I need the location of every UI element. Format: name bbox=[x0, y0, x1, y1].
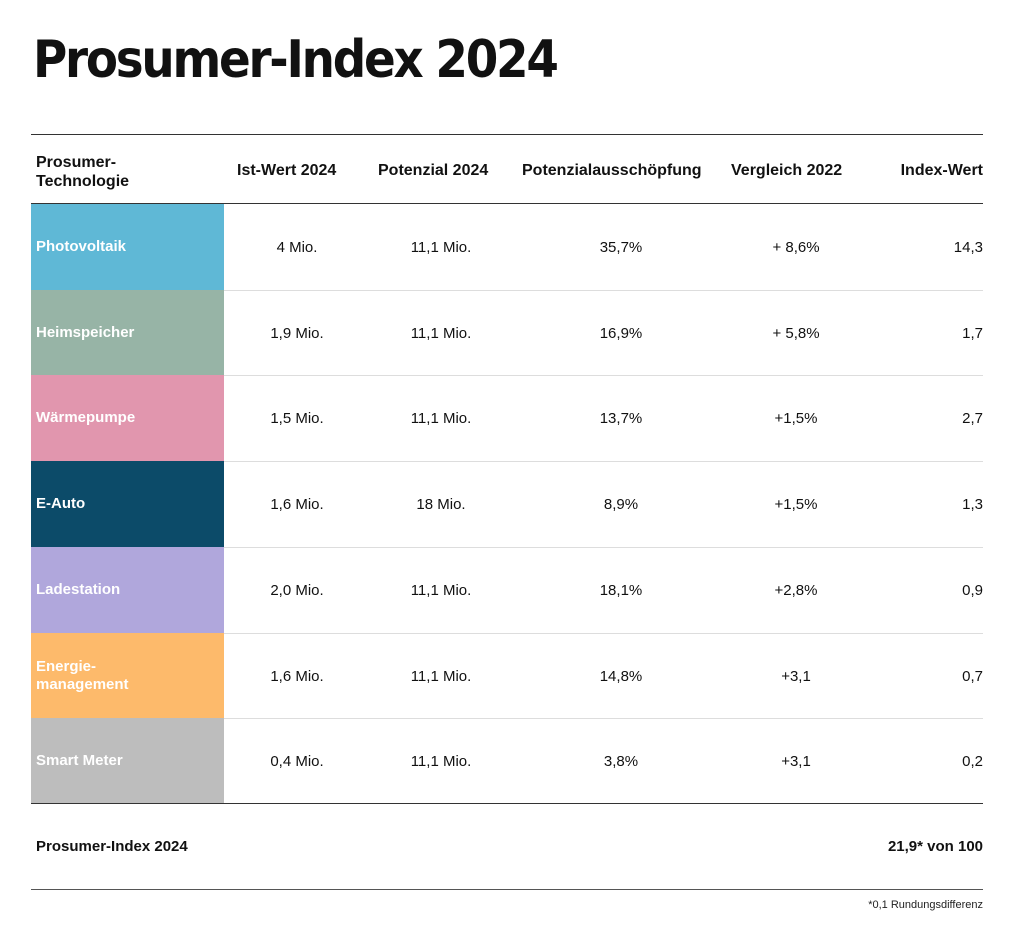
technology-cell: Wärmepumpe bbox=[31, 375, 224, 461]
header-vergleich: Vergleich 2022 bbox=[731, 162, 843, 179]
header-technology: Prosumer- Technologie bbox=[36, 154, 130, 190]
footer-rule bbox=[31, 889, 983, 890]
table-bottom-rule bbox=[31, 803, 983, 804]
index-wert-cell: 1,7 bbox=[962, 324, 983, 342]
row-divider bbox=[31, 718, 983, 719]
vergleich-cell: +1,5% bbox=[774, 409, 818, 427]
technology-label: Heimspeicher bbox=[36, 324, 135, 341]
potenzial-cell: 11,1 Mio. bbox=[410, 581, 472, 599]
potenzial-cell: 11,1 Mio. bbox=[410, 238, 472, 256]
technology-label: Photovoltaik bbox=[36, 238, 127, 255]
vergleich-cell: +3,1 bbox=[781, 667, 811, 685]
header-potenzial: Potenzial 2024 bbox=[378, 162, 489, 179]
potenzialausschoepfung-cell: 14,8% bbox=[599, 667, 643, 685]
vergleich-cell: +3,1 bbox=[781, 752, 811, 770]
table-row: Smart Meter 0,4 Mio. 11,1 Mio. 3,8% +3,1 0,2 bbox=[31, 718, 983, 804]
index-wert-cell: 2,7 bbox=[962, 409, 983, 427]
technology-label: Energie- management bbox=[36, 658, 129, 693]
summary-value: 21,9* von 100 bbox=[887, 838, 983, 855]
header-potenzialausschoepfung: Potenzialausschöpfung bbox=[522, 162, 702, 179]
technology-cell: Smart Meter bbox=[31, 718, 224, 804]
table-row: Ladestation 2,0 Mio. 11,1 Mio. 18,1% +2,8% 0,… bbox=[31, 547, 983, 633]
potenzialausschoepfung-cell: 18,1% bbox=[599, 581, 643, 599]
potenzial-cell: 11,1 Mio. bbox=[410, 409, 472, 427]
table-row: E-Auto 1,6 Mio. 18 Mio. 8,9% +1,5% 1,3 bbox=[31, 461, 983, 547]
index-wert-cell: 0,7 bbox=[962, 667, 983, 685]
ist-wert-cell: 2,0 Mio. bbox=[270, 581, 324, 599]
technology-cell: Photovoltaik bbox=[31, 204, 224, 290]
page-title: Prosumer-Index 2024 bbox=[33, 30, 559, 90]
potenzial-cell: 18 Mio. bbox=[416, 495, 466, 513]
potenzialausschoepfung-cell: 16,9% bbox=[599, 324, 643, 342]
header-index-wert: Index-Wert bbox=[900, 162, 983, 179]
table-top-rule bbox=[31, 134, 983, 135]
potenzial-cell: 11,1 Mio. bbox=[410, 324, 472, 342]
technology-label: E-Auto bbox=[36, 495, 86, 512]
vergleich-cell: +2,8% bbox=[774, 581, 818, 599]
index-wert-cell: 14,3 bbox=[953, 238, 983, 256]
potenzial-cell: 11,1 Mio. bbox=[410, 752, 472, 770]
technology-cell: Ladestation bbox=[31, 547, 224, 633]
potenzialausschoepfung-cell: 8,9% bbox=[603, 495, 639, 513]
ist-wert-cell: 1,5 Mio. bbox=[270, 409, 324, 427]
row-divider bbox=[31, 375, 983, 376]
ist-wert-cell: 0,4 Mio. bbox=[270, 752, 324, 770]
vergleich-cell: + 8,6% bbox=[772, 238, 820, 256]
potenzialausschoepfung-cell: 35,7% bbox=[599, 238, 643, 256]
technology-cell: E-Auto bbox=[31, 461, 224, 547]
index-wert-cell: 0,2 bbox=[962, 752, 983, 770]
table-row: Wärmepumpe 1,5 Mio. 11,1 Mio. 13,7% +1,5% 2,7 bbox=[31, 375, 983, 461]
footnote: *0,1 Rundungsdifferenz bbox=[868, 899, 983, 911]
ist-wert-cell: 1,6 Mio. bbox=[270, 667, 324, 685]
ist-wert-cell: 4 Mio. bbox=[276, 238, 318, 256]
ist-wert-cell: 1,6 Mio. bbox=[270, 495, 324, 513]
index-wert-cell: 1,3 bbox=[962, 495, 983, 513]
header-bottom-rule bbox=[31, 203, 983, 204]
technology-label: Smart Meter bbox=[36, 752, 123, 769]
index-wert-cell: 0,9 bbox=[962, 581, 983, 599]
potenzialausschoepfung-cell: 3,8% bbox=[603, 752, 639, 770]
technology-cell: Heimspeicher bbox=[31, 290, 224, 376]
header-ist-wert: Ist-Wert 2024 bbox=[237, 162, 337, 179]
technology-label: Wärmepumpe bbox=[36, 409, 136, 426]
row-divider bbox=[31, 547, 983, 548]
ist-wert-cell: 1,9 Mio. bbox=[270, 324, 324, 342]
technology-label: Ladestation bbox=[36, 581, 121, 598]
technology-cell: Energie- management bbox=[31, 633, 224, 719]
table-row: Energie- management 1,6 Mio. 11,1 Mio. 14,8… bbox=[31, 633, 983, 719]
vergleich-cell: +1,5% bbox=[774, 495, 818, 513]
potenzialausschoepfung-cell: 13,7% bbox=[599, 409, 643, 427]
row-divider bbox=[31, 461, 983, 462]
potenzial-cell: 11,1 Mio. bbox=[410, 667, 472, 685]
summary-label: Prosumer-Index 2024 bbox=[36, 838, 188, 855]
vergleich-cell: + 5,8% bbox=[772, 324, 820, 342]
table-row: Heimspeicher 1,9 Mio. 11,1 Mio. 16,9% + 5,8%… bbox=[31, 290, 983, 376]
row-divider bbox=[31, 633, 983, 634]
row-divider bbox=[31, 290, 983, 291]
table-row: Photovoltaik 4 Mio. 11,1 Mio. 35,7% + 8,6% 14… bbox=[31, 204, 983, 290]
